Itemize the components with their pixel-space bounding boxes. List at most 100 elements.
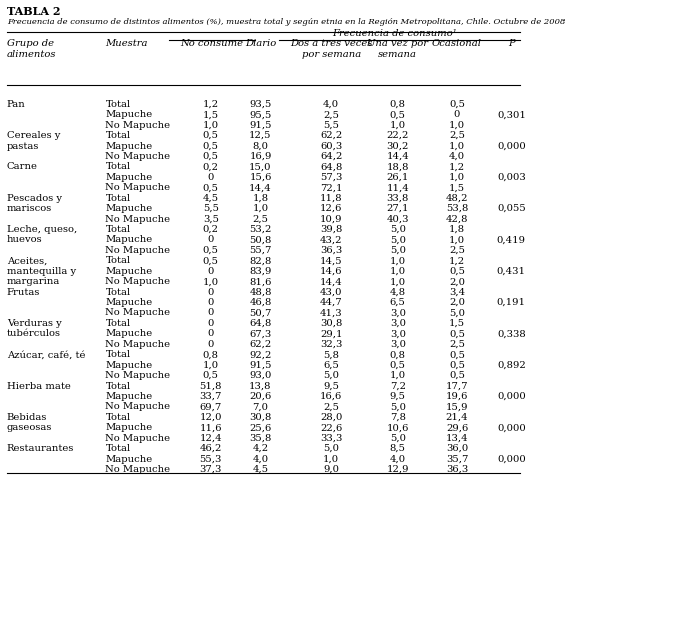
Text: 82,8: 82,8 — [250, 256, 271, 265]
Text: No Mapuche: No Mapuche — [105, 246, 171, 255]
Text: 5,0: 5,0 — [390, 433, 406, 442]
Text: 5,0: 5,0 — [390, 246, 406, 255]
Text: Total: Total — [105, 225, 131, 234]
Text: 41,3: 41,3 — [320, 308, 343, 317]
Text: 64,8: 64,8 — [250, 319, 271, 328]
Text: 44,7: 44,7 — [320, 298, 343, 307]
Text: Mapuche: Mapuche — [105, 267, 152, 276]
Text: 2,5: 2,5 — [449, 131, 465, 140]
Text: 0,5: 0,5 — [449, 267, 465, 276]
Text: 19,6: 19,6 — [446, 392, 468, 401]
Text: 5,8: 5,8 — [323, 350, 339, 359]
Text: 11,4: 11,4 — [386, 184, 409, 193]
Text: 1,0: 1,0 — [449, 173, 465, 182]
Text: mariscos: mariscos — [7, 204, 52, 213]
Text: 0,8: 0,8 — [390, 350, 406, 359]
Text: Ocasional: Ocasional — [432, 39, 482, 48]
Text: 11,8: 11,8 — [320, 194, 343, 203]
Text: 6,5: 6,5 — [323, 361, 339, 370]
Text: 1,0: 1,0 — [390, 277, 406, 286]
Text: 27,1: 27,1 — [386, 204, 409, 213]
Text: 2,0: 2,0 — [449, 298, 465, 307]
Text: 81,6: 81,6 — [250, 277, 271, 286]
Text: 0,2: 0,2 — [203, 162, 219, 171]
Text: 5,0: 5,0 — [390, 402, 406, 412]
Text: 22,2: 22,2 — [387, 131, 409, 140]
Text: 62,2: 62,2 — [320, 131, 342, 140]
Text: 0: 0 — [207, 288, 214, 297]
Text: 4,5: 4,5 — [252, 465, 269, 474]
Text: 62,2: 62,2 — [250, 340, 271, 349]
Text: 0: 0 — [207, 298, 214, 307]
Text: 0,5: 0,5 — [203, 371, 219, 380]
Text: 1,8: 1,8 — [449, 225, 465, 234]
Text: 1,5: 1,5 — [449, 184, 465, 193]
Text: 1,8: 1,8 — [252, 194, 269, 203]
Text: 72,1: 72,1 — [320, 184, 343, 193]
Text: P: P — [508, 39, 515, 48]
Text: 0: 0 — [207, 267, 214, 276]
Text: 1,2: 1,2 — [203, 100, 219, 109]
Text: 53,2: 53,2 — [250, 225, 271, 234]
Text: 14,4: 14,4 — [386, 152, 409, 161]
Text: 46,2: 46,2 — [200, 444, 222, 453]
Text: 95,5: 95,5 — [250, 110, 271, 119]
Text: 28,0: 28,0 — [320, 413, 342, 422]
Text: Dos a tres veces
por semana: Dos a tres veces por semana — [290, 39, 373, 59]
Text: 57,3: 57,3 — [320, 173, 342, 182]
Text: 5,5: 5,5 — [323, 120, 339, 129]
Text: 25,6: 25,6 — [250, 423, 271, 432]
Text: 0,055: 0,055 — [497, 204, 526, 213]
Text: 9,5: 9,5 — [390, 392, 406, 401]
Text: 30,2: 30,2 — [387, 142, 409, 151]
Text: 0,191: 0,191 — [497, 298, 526, 307]
Text: 50,7: 50,7 — [250, 308, 271, 317]
Text: 0,5: 0,5 — [449, 329, 465, 338]
Text: 0: 0 — [207, 173, 214, 182]
Text: 20,6: 20,6 — [250, 392, 271, 401]
Text: 14,6: 14,6 — [320, 267, 343, 276]
Text: Diario: Diario — [245, 39, 276, 48]
Text: 1,0: 1,0 — [203, 277, 219, 286]
Text: 14,4: 14,4 — [320, 277, 343, 286]
Text: Azúcar, café, té: Azúcar, café, té — [7, 350, 85, 359]
Text: No Mapuche: No Mapuche — [105, 120, 171, 129]
Text: 2,0: 2,0 — [449, 277, 465, 286]
Text: No Mapuche: No Mapuche — [105, 340, 171, 349]
Text: 0,5: 0,5 — [203, 184, 219, 193]
Text: 3,0: 3,0 — [390, 308, 406, 317]
Text: 12,5: 12,5 — [249, 131, 272, 140]
Text: 26,1: 26,1 — [387, 173, 409, 182]
Text: 10,6: 10,6 — [387, 423, 409, 432]
Text: Frutas: Frutas — [7, 288, 40, 297]
Text: 0: 0 — [207, 319, 214, 328]
Text: 0,000: 0,000 — [497, 392, 526, 401]
Text: No Mapuche: No Mapuche — [105, 465, 171, 474]
Text: Mapuche: Mapuche — [105, 455, 152, 464]
Text: 1,0: 1,0 — [449, 120, 465, 129]
Text: 13,8: 13,8 — [249, 381, 272, 390]
Text: 3,0: 3,0 — [390, 340, 406, 349]
Text: Pan: Pan — [7, 100, 26, 109]
Text: 2,5: 2,5 — [323, 402, 339, 412]
Text: 0,301: 0,301 — [497, 110, 526, 119]
Text: 12,6: 12,6 — [320, 204, 342, 213]
Text: 36,0: 36,0 — [446, 444, 468, 453]
Text: 0,5: 0,5 — [449, 371, 465, 380]
Text: Mapuche: Mapuche — [105, 110, 152, 119]
Text: 60,3: 60,3 — [320, 142, 342, 151]
Text: 0,5: 0,5 — [203, 131, 219, 140]
Text: 5,0: 5,0 — [390, 225, 406, 234]
Text: 0,892: 0,892 — [497, 361, 526, 370]
Text: 0: 0 — [454, 110, 460, 119]
Text: 42,8: 42,8 — [445, 214, 469, 223]
Text: 22,6: 22,6 — [320, 423, 342, 432]
Text: huevos: huevos — [7, 236, 42, 245]
Text: 13,4: 13,4 — [445, 433, 469, 442]
Text: 1,5: 1,5 — [203, 110, 219, 119]
Text: 9,0: 9,0 — [323, 465, 339, 474]
Text: 11,6: 11,6 — [199, 423, 222, 432]
Text: 0,5: 0,5 — [390, 361, 406, 370]
Text: 4,5: 4,5 — [203, 194, 219, 203]
Text: Una vez por
semana: Una vez por semana — [367, 39, 428, 59]
